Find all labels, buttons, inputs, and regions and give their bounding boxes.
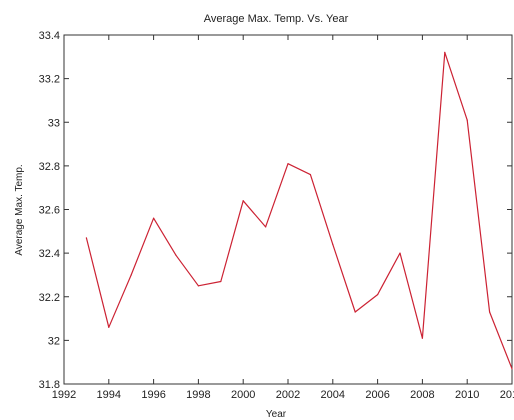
plot-area bbox=[63, 34, 513, 385]
axis-ticks bbox=[63, 34, 513, 385]
data-point bbox=[130, 274, 132, 276]
y-tick-label: 32.8 bbox=[39, 161, 60, 173]
x-axis-label: Year bbox=[266, 409, 287, 420]
y-tick-labels: 31.8 32 32.2 32.4 32.6 32.8 33 33.2 33.4 bbox=[39, 30, 60, 391]
data-point bbox=[421, 337, 423, 339]
x-tick-label: 2002 bbox=[276, 389, 300, 401]
data-point bbox=[511, 368, 513, 370]
data-point bbox=[354, 311, 356, 313]
x-tick-label: 1998 bbox=[186, 389, 210, 401]
x-tick-label: 2006 bbox=[365, 389, 389, 401]
x-tick-label: 2010 bbox=[455, 389, 479, 401]
data-point bbox=[85, 237, 87, 239]
chart-title: Average Max. Temp. Vs. Year bbox=[204, 13, 349, 25]
data-point bbox=[287, 163, 289, 165]
data-point bbox=[197, 285, 199, 287]
data-point bbox=[153, 217, 155, 219]
data-point bbox=[309, 174, 311, 176]
data-point bbox=[220, 280, 222, 283]
x-tick-label: 2012 bbox=[500, 389, 514, 401]
y-tick-label: 32 bbox=[48, 335, 60, 347]
data-point bbox=[242, 200, 244, 202]
x-tick-label: 1996 bbox=[141, 389, 165, 401]
y-tick-label: 33.2 bbox=[39, 74, 60, 86]
data-point bbox=[108, 326, 110, 328]
data-point bbox=[332, 243, 334, 245]
x-tick-label: 2000 bbox=[231, 389, 255, 401]
data-point bbox=[265, 226, 267, 228]
data-point bbox=[399, 252, 401, 254]
data-point bbox=[377, 293, 379, 296]
data-point bbox=[444, 51, 446, 54]
y-tick-label: 33.4 bbox=[39, 30, 60, 42]
y-tick-label: 31.8 bbox=[39, 379, 60, 391]
data-point bbox=[175, 254, 177, 256]
series-line-0 bbox=[85, 51, 513, 369]
x-tick-label: 2008 bbox=[410, 389, 434, 401]
y-axis-label: Average Max. Temp. bbox=[14, 164, 25, 255]
x-tick-labels: 1992 1994 1996 1998 2000 2002 2004 2006 2008 2010… bbox=[52, 389, 514, 401]
x-tick-label: 1994 bbox=[97, 389, 121, 401]
x-tick-label: 1992 bbox=[52, 389, 76, 401]
y-tick-label: 32.6 bbox=[39, 205, 60, 217]
y-tick-label: 32.4 bbox=[39, 248, 60, 260]
series-layer bbox=[85, 51, 513, 370]
data-point bbox=[466, 119, 468, 121]
y-tick-label: 32.2 bbox=[39, 292, 60, 304]
y-tick-label: 33 bbox=[48, 117, 60, 129]
x-tick-label: 2004 bbox=[321, 389, 345, 401]
data-point bbox=[489, 311, 491, 313]
